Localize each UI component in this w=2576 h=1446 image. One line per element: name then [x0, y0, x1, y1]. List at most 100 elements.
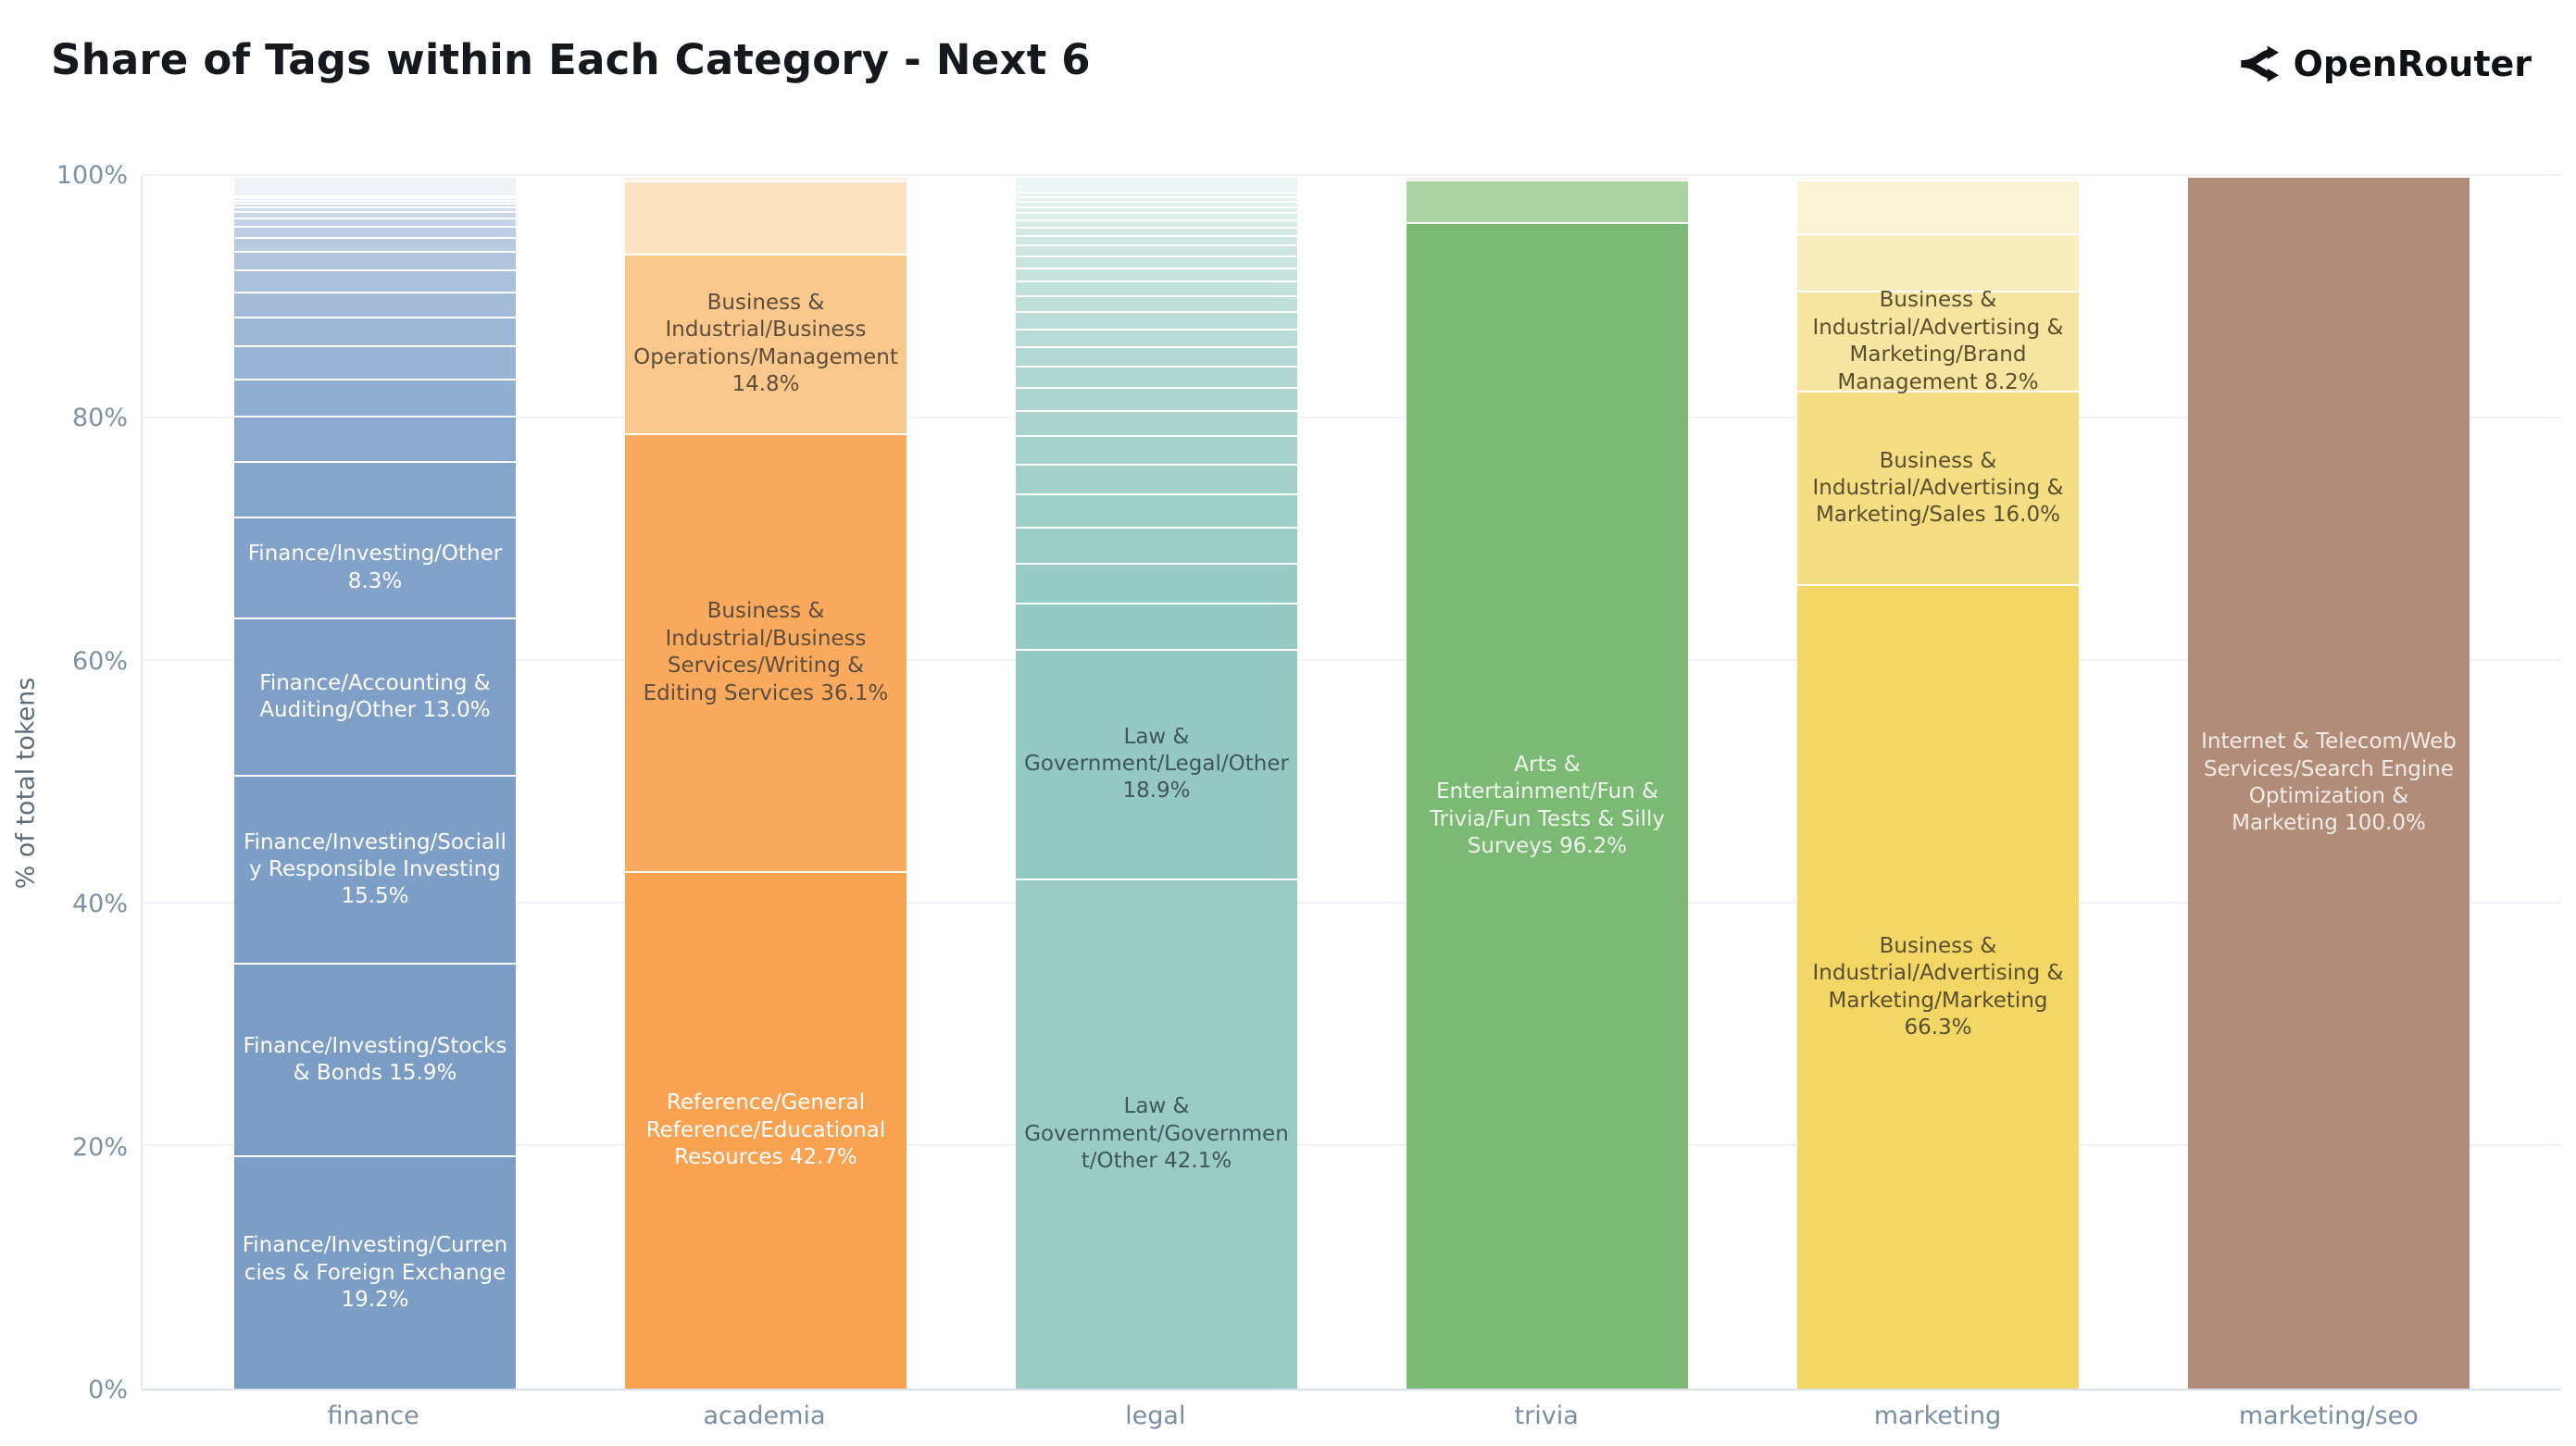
bar-segment[interactable] [1016, 346, 1297, 367]
bar-segment-finance-investing-socially-responsible-investing[interactable]: Finance/Investing/Socially Responsible I… [234, 775, 516, 964]
bar-segment[interactable] [1016, 603, 1297, 649]
segment-label: Finance/Investing/Socially Responsible I… [244, 829, 506, 909]
bar-segment[interactable] [1016, 176, 1297, 193]
segment-label: Business & Industrial/Business Services/… [643, 599, 889, 705]
x-tick-label-academia: academia [703, 1402, 826, 1430]
bar-segment-finance-accounting-auditing-other[interactable]: Finance/Accounting & Auditing/Other 13.0… [234, 617, 516, 776]
bar-segment[interactable] [234, 460, 516, 517]
bar-segment[interactable] [1016, 268, 1297, 281]
bar-segment-finance-investing-stocks-bonds[interactable]: Finance/Investing/Stocks & Bonds 15.9% [234, 963, 516, 1156]
bar-segment[interactable] [234, 225, 516, 237]
y-tick-label: 60% [71, 646, 128, 676]
bar-segment[interactable] [234, 199, 516, 203]
bar-slot: Business & Industrial/Advertising & Mark… [1743, 176, 2133, 1389]
stacked-bar-legal: Law & Government/Government/Other 42.1% L… [1016, 176, 1297, 1389]
bar-slot: Internet & Telecom/Web Services/Search E… [2133, 176, 2524, 1389]
bar-segment[interactable] [234, 268, 516, 292]
bar-segment-business-industrial-business-operations-management[interactable]: Business & Industrial/Business Operation… [625, 253, 907, 433]
bar-segment[interactable] [234, 378, 516, 417]
bar-segment[interactable] [1016, 366, 1297, 388]
bar-segment[interactable] [625, 181, 907, 254]
bar-segment[interactable] [1407, 179, 1688, 222]
bar-segment[interactable] [1016, 206, 1297, 213]
bar-segment[interactable] [234, 317, 516, 346]
segment-label: Business & Industrial/Advertising & Mark… [1812, 933, 2064, 1041]
bar-segment[interactable] [234, 202, 516, 206]
bar-segment[interactable] [234, 176, 516, 196]
bar-segment[interactable] [234, 416, 516, 461]
gridline [143, 659, 2561, 661]
bar-segment[interactable] [1016, 244, 1297, 256]
segment-label: Arts & Entertainment/Fun & Trivia/Fun Te… [1429, 753, 1665, 859]
bar-segment[interactable] [234, 217, 516, 226]
segment-label: Law & Government/Legal/Other 18.9% [1024, 724, 1289, 804]
y-tick-label: 80% [71, 404, 128, 433]
bar-segment[interactable] [625, 176, 907, 181]
stacked-bar-finance: Finance/Investing/Currencies & Foreign E… [234, 176, 516, 1389]
plot-area: Finance/Investing/Currencies & Foreign E… [141, 174, 2561, 1390]
bar-segment[interactable] [1797, 176, 2079, 180]
bar-segment[interactable] [1016, 526, 1297, 563]
bar-segment[interactable] [1016, 435, 1297, 464]
bar-segment[interactable] [234, 345, 516, 379]
segment-label: Law & Government/Government/Other 42.1% [1024, 1094, 1289, 1173]
bar-segment[interactable] [1016, 218, 1297, 227]
y-tick-label: 100% [56, 161, 128, 190]
bar-segment[interactable] [1016, 234, 1297, 245]
page-title: Share of Tags within Each Category - Nex… [51, 35, 1091, 84]
bar-segment[interactable] [1016, 195, 1297, 202]
bar-slot: Finance/Investing/Currencies & Foreign E… [180, 176, 570, 1389]
segment-label: Reference/General Reference/Educational … [645, 1091, 886, 1170]
bar-segment[interactable] [1016, 463, 1297, 494]
bar-segment-law-government-government-other[interactable]: Law & Government/Government/Other 42.1% [1016, 878, 1297, 1389]
segment-label: Finance/Accounting & Auditing/Other 13.0… [259, 670, 491, 722]
bar-segment[interactable] [1016, 280, 1297, 296]
bar-segment-reference-general-reference-educational-resources[interactable]: Reference/General Reference/Educational … [625, 870, 907, 1389]
bar-segment[interactable] [1016, 226, 1297, 235]
stacked-bar-marketing/seo: Internet & Telecom/Web Services/Search E… [2188, 176, 2470, 1389]
segment-label: Business & Industrial/Advertising & Mark… [1812, 288, 2064, 394]
bar-segment-finance-investing-currencies-foreign-exchange[interactable]: Finance/Investing/Currencies & Foreign E… [234, 1155, 516, 1389]
y-tick-label: 20% [71, 1132, 128, 1162]
gridline [143, 417, 2561, 418]
segment-label: Business & Industrial/Advertising & Mark… [1812, 448, 2064, 528]
bar-segment[interactable] [1016, 409, 1297, 436]
bar-segment[interactable] [1016, 493, 1297, 527]
bar-segment-finance-investing-other[interactable]: Finance/Investing/Other 8.3% [234, 517, 516, 617]
bar-segment[interactable] [1016, 311, 1297, 329]
bar-segment[interactable] [234, 195, 516, 198]
bar-segment[interactable] [1407, 176, 1688, 180]
bars-row: Finance/Investing/Currencies & Foreign E… [143, 176, 2561, 1389]
bar-segment[interactable] [1016, 201, 1297, 206]
y-axis-title: % of total tokens [11, 677, 41, 890]
bar-segment-business-industrial-advertising-marketing-brand-management[interactable]: Business & Industrial/Advertising & Mark… [1797, 288, 2079, 394]
bar-segment[interactable] [234, 211, 516, 218]
bar-segment[interactable] [1016, 328, 1297, 347]
bar-segment-business-industrial-business-services-writing-editing-services[interactable]: Business & Industrial/Business Services/… [625, 432, 907, 871]
openrouter-brand[interactable]: OpenRouter [2236, 43, 2532, 85]
bar-segment[interactable] [1016, 255, 1297, 268]
bar-segment[interactable] [234, 251, 516, 269]
bar-segment[interactable] [234, 236, 516, 252]
bar-segment-internet-telecom-web-services-search-engine-optimization-marketing[interactable]: Internet & Telecom/Web Services/Search E… [2188, 176, 2470, 1389]
gridline [143, 174, 2561, 176]
bar-segment[interactable] [234, 291, 516, 318]
bar-segment[interactable] [1016, 212, 1297, 219]
y-tick-label: 0% [88, 1376, 128, 1404]
bar-segment[interactable] [1797, 232, 2079, 292]
bar-segment[interactable] [1016, 387, 1297, 410]
bar-segment[interactable] [234, 206, 516, 212]
bar-segment[interactable] [1797, 179, 2079, 233]
x-tick-label-trivia: trivia [1514, 1402, 1579, 1430]
bar-segment-arts-entertainment-fun-trivia-fun-tests-silly-surveys[interactable]: Arts & Entertainment/Fun & Trivia/Fun Te… [1407, 221, 1688, 1389]
stacked-bar-trivia: Arts & Entertainment/Fun & Trivia/Fun Te… [1407, 176, 1688, 1389]
segment-label: Finance/Investing/Other 8.3% [247, 542, 503, 593]
bar-segment[interactable] [1016, 562, 1297, 604]
bar-segment-law-government-legal-other[interactable]: Law & Government/Legal/Other 18.9% [1016, 648, 1297, 879]
bar-segment-business-industrial-advertising-marketing-marketing[interactable]: Business & Industrial/Advertising & Mark… [1797, 584, 2079, 1389]
bar-segment[interactable] [1016, 295, 1297, 312]
bar-segment[interactable] [1016, 192, 1297, 196]
x-tick-label-marketing: marketing [1873, 1402, 2002, 1430]
bar-segment[interactable] [234, 197, 516, 200]
bar-segment-business-industrial-advertising-marketing-sales[interactable]: Business & Industrial/Advertising & Mark… [1797, 390, 2079, 585]
